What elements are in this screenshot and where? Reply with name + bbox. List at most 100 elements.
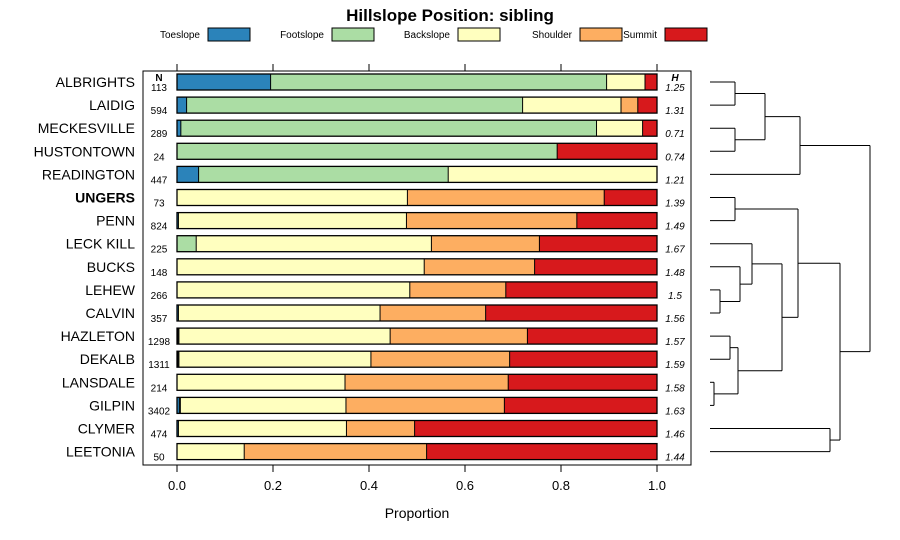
row-h-value: 1.56 bbox=[665, 314, 685, 325]
top-axis-ticks bbox=[176, 64, 658, 71]
row-meckesville: MECKESVILLE 289 0.71 bbox=[38, 119, 685, 140]
bar-segment-footslope bbox=[186, 97, 523, 114]
row-h-value: 1.63 bbox=[665, 406, 685, 417]
row-h-value: 1.21 bbox=[665, 175, 684, 186]
row-label: CALVIN bbox=[85, 305, 135, 321]
x-tick-label-1: 0.2 bbox=[264, 478, 282, 493]
bar-outline bbox=[176, 188, 658, 207]
row-n-value: 73 bbox=[153, 199, 165, 210]
row-label: LEETONIA bbox=[66, 444, 136, 460]
bar-segment-toeslope bbox=[177, 397, 180, 414]
bar-segment-toeslope bbox=[177, 212, 179, 229]
bar-outline bbox=[176, 142, 658, 160]
row-n-value: 447 bbox=[151, 175, 168, 186]
dendrogram bbox=[710, 81, 871, 453]
bar-segment-backslope bbox=[177, 258, 425, 275]
bar-outline bbox=[176, 373, 658, 391]
bar-segment-footslope bbox=[180, 120, 597, 137]
row-h-value: 1.59 bbox=[665, 360, 685, 371]
bar-segment-backslope bbox=[178, 305, 381, 321]
row-label: CLYMER bbox=[78, 421, 135, 437]
row-h-value: 1.48 bbox=[665, 268, 685, 279]
bar-segment-backslope bbox=[606, 74, 645, 90]
row-calvin: CALVIN 357 1.56 bbox=[85, 304, 685, 325]
h-column-header: H bbox=[671, 73, 679, 84]
row-lansdale: LANSDALE 214 1.58 bbox=[62, 373, 685, 394]
bar-outline bbox=[176, 396, 658, 415]
row-h-value: 1.25 bbox=[665, 83, 685, 94]
row-label: LECK KILL bbox=[66, 236, 135, 252]
row-n-value: 225 bbox=[151, 245, 168, 256]
row-h-value: 1.39 bbox=[665, 199, 685, 210]
bar-segment-backslope bbox=[196, 235, 432, 252]
row-n-value: 474 bbox=[151, 430, 168, 441]
bar-segment-backslope bbox=[596, 120, 643, 137]
bar-segment-shoulder bbox=[244, 443, 427, 460]
row-label: MECKESVILLE bbox=[38, 120, 135, 136]
row-label: GILPIN bbox=[89, 397, 135, 413]
row-gilpin: GILPIN 3402 1.63 bbox=[89, 396, 685, 417]
legend-label-footslope: Footslope bbox=[280, 30, 324, 41]
bar-segment-toeslope bbox=[177, 74, 271, 90]
bar-outline bbox=[176, 119, 658, 137]
bar-outline bbox=[176, 442, 658, 461]
row-leck-kill: LECK KILL 225 1.67 bbox=[66, 235, 685, 256]
bar-segment-backslope bbox=[178, 420, 347, 437]
chart-title: Hillslope Position: sibling bbox=[346, 6, 554, 25]
bar-segment-summit bbox=[527, 328, 657, 345]
row-h-value: 1.67 bbox=[665, 245, 685, 256]
bar-segment-shoulder bbox=[380, 305, 486, 321]
row-label: HUSTONTOWN bbox=[34, 143, 135, 159]
bar-segment-shoulder bbox=[345, 374, 509, 391]
row-n-value: 357 bbox=[151, 314, 168, 325]
legend-swatch-footslope bbox=[331, 27, 375, 42]
row-n-value: 594 bbox=[151, 106, 168, 117]
row-h-value: 0.71 bbox=[665, 129, 684, 140]
bar-segment-backslope bbox=[448, 166, 657, 183]
bar-segment-summit bbox=[508, 374, 657, 391]
bar-segment-toeslope bbox=[177, 305, 179, 321]
x-tick-label-3: 0.6 bbox=[456, 478, 474, 493]
bar-outline bbox=[176, 73, 658, 91]
row-lehew: LEHEW 266 1.5 bbox=[85, 281, 682, 302]
bar-segment-backslope bbox=[178, 212, 407, 229]
row-h-value: 1.44 bbox=[665, 453, 685, 464]
row-laidig: LAIDIG 594 1.31 bbox=[89, 96, 685, 117]
row-dekalb: DEKALB 1311 1.59 bbox=[80, 350, 685, 371]
row-h-value: 1.57 bbox=[665, 337, 685, 348]
row-bucks: BUCKS 148 1.48 bbox=[87, 258, 685, 279]
bar-segment-summit bbox=[509, 351, 657, 368]
bar-segment-backslope bbox=[178, 328, 391, 345]
row-n-value: 24 bbox=[153, 152, 165, 163]
row-label: HAZLETON bbox=[61, 328, 135, 344]
row-label: DEKALB bbox=[80, 351, 135, 367]
x-tick-label-0: 0.0 bbox=[168, 478, 186, 493]
row-leetonia: LEETONIA 50 1.44 bbox=[66, 442, 685, 464]
bar-outline bbox=[176, 419, 658, 438]
x-tick-label-2: 0.4 bbox=[360, 478, 378, 493]
bar-segment-summit bbox=[642, 120, 657, 137]
legend-swatch-backslope bbox=[457, 27, 501, 42]
row-label: LANSDALE bbox=[62, 374, 135, 390]
row-penn: PENN 824 1.49 bbox=[96, 211, 685, 233]
bar-segment-summit bbox=[414, 420, 657, 437]
x-axis: 0.0 0.2 0.4 0.6 0.8 1.0 bbox=[168, 465, 666, 493]
bar-segment-shoulder bbox=[406, 212, 577, 229]
bar-outline bbox=[176, 258, 658, 276]
row-ungers: UNGERS 73 1.39 bbox=[75, 188, 685, 210]
bar-outline bbox=[176, 211, 658, 230]
row-hazleton: HAZLETON 1298 1.57 bbox=[61, 327, 685, 348]
row-albrights: ALBRIGHTS 113 1.25 bbox=[56, 73, 685, 94]
row-h-value: 1.46 bbox=[665, 430, 685, 441]
chart-rows: ALBRIGHTS 113 1.25 LAIDIG 594 1.31 MECKESVILLE… bbox=[34, 73, 685, 464]
bar-segment-toeslope bbox=[177, 120, 181, 137]
bar-segment-backslope bbox=[178, 351, 371, 368]
n-column-header: N bbox=[155, 73, 162, 84]
bar-segment-footslope bbox=[177, 143, 558, 160]
row-n-value: 1311 bbox=[148, 360, 170, 371]
bar-segment-shoulder bbox=[346, 420, 415, 437]
row-label: LAIDIG bbox=[89, 97, 135, 113]
legend-label-shoulder: Shoulder bbox=[532, 30, 573, 41]
bar-segment-toeslope bbox=[177, 166, 199, 183]
